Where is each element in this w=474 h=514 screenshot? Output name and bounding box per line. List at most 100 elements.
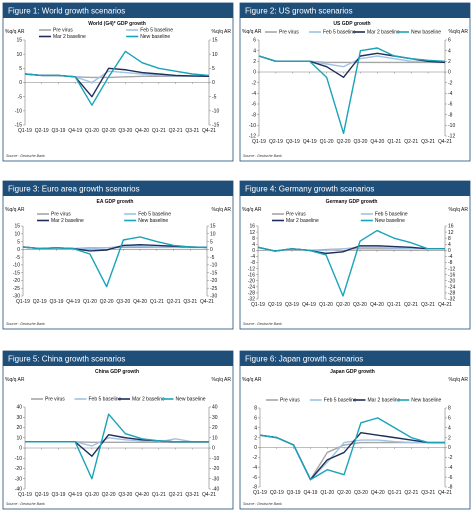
y-tick-label-left: -4 (251, 254, 256, 260)
legend-label: Mar 2 baseline (51, 218, 84, 224)
figure-header (3, 3, 233, 18)
x-tick-label: Q1-20 (320, 139, 334, 145)
x-tick-label: Q4-21 (202, 128, 216, 134)
y-tick-label-right: -32 (448, 297, 455, 303)
y-tick-label-right: 40 (212, 405, 218, 411)
y-tick-label-right: 30 (212, 415, 218, 421)
y-tick-label-left: 16 (249, 224, 255, 230)
x-tick-label: Q1-20 (319, 302, 333, 308)
legend-item: Mar 2 baseline (118, 397, 165, 403)
x-tick-label: Q3-19 (286, 139, 300, 145)
x-tick-label: Q1-20 (85, 492, 99, 498)
y-tick-label-right: -20 (210, 278, 217, 284)
figure-header (240, 181, 470, 196)
legend-item: Feb 5 baseline (74, 397, 122, 403)
x-tick-label: Q3-20 (118, 492, 132, 498)
x-tick-label: Q2-21 (169, 492, 183, 498)
y-tick-label-left: -4 (253, 465, 258, 471)
x-tick-label: Q1-19 (253, 490, 267, 496)
y-tick-label-right: 0 (212, 446, 215, 452)
legend-item: Pre virus (37, 212, 71, 218)
legend: Pre virus Feb 5 baseline Mar 2 baseline New… (266, 398, 441, 404)
x-tick-label: Q2-20 (336, 302, 350, 308)
y-tick-label-left: 6 (253, 38, 256, 44)
y-tick-label-right: -6 (448, 102, 453, 108)
legend-item: Mar 2 baseline (39, 34, 86, 40)
figure-title: Figure 5: China growth scenarios (8, 355, 125, 364)
x-tick-label: Q4-20 (133, 299, 147, 305)
y-tick-label-right: -20 (448, 278, 455, 284)
x-tick-label: Q2-19 (35, 128, 49, 134)
y-tick-label-left: 0 (252, 248, 255, 254)
x-tick-label: Q4-21 (438, 139, 452, 145)
legend-item: Pre virus (265, 30, 299, 36)
x-tick-label: Q1-19 (252, 139, 266, 145)
legend-label: Pre virus (280, 398, 300, 404)
y-tick-label-left: 40 (16, 405, 22, 411)
legend-item: Feb 5 baseline (124, 212, 171, 218)
figure-title: Figure 6: Japan growth scenarios (245, 355, 363, 364)
y-tick-label-right: 10 (212, 435, 218, 441)
y-tick-label-left: 6 (254, 416, 257, 422)
y-tick-label-right: -15 (210, 270, 217, 276)
legend-item: New baseline (397, 30, 441, 36)
legend-label: Pre virus (51, 212, 71, 218)
y-tick-label-left: -8 (253, 485, 258, 491)
legend: Pre virus Feb 5 baseline Mar 2 baseline New… (37, 212, 171, 224)
x-tick-label: Q3-20 (354, 490, 368, 496)
legend: Pre virus Feb 5 baseline Mar 2 baseline New… (265, 30, 441, 36)
y-tick-label-left: 20 (16, 425, 22, 431)
y-tick-label-left: 10 (16, 52, 22, 58)
y-tick-label-right: 6 (448, 416, 451, 422)
source-note: Source : Deutsche Bank (243, 502, 282, 506)
y-axis-label-right: %q/q AR (449, 377, 469, 383)
y-tick-label-right: -16 (448, 272, 455, 278)
y-tick-label-right: 15 (210, 224, 216, 230)
source-note: Source : Deutsche Bank (243, 154, 282, 158)
y-axis-label-left: %q/q AR (5, 377, 25, 383)
y-tick-label-right: 8 (448, 236, 451, 242)
y-tick-label-left: -5 (18, 94, 23, 100)
y-tick-label-left: -32 (248, 297, 255, 303)
y-tick-label-left: -10 (15, 456, 22, 462)
x-tick-label: Q1-21 (152, 492, 166, 498)
y-tick-label-right: -20 (212, 466, 219, 472)
y-tick-label-left: 4 (253, 48, 256, 54)
y-tick-label-left: 12 (249, 230, 255, 236)
y-tick-label-right: 4 (448, 48, 451, 54)
legend-item: Pre virus (39, 28, 73, 34)
x-tick-label: Q4-19 (66, 299, 80, 305)
y-tick-label-right: 0 (448, 70, 451, 76)
y-tick-label-left: -5 (16, 255, 21, 261)
x-tick-label: Q2-21 (404, 490, 418, 496)
y-tick-label-left: -8 (252, 112, 257, 118)
x-tick-label: Q1-20 (320, 490, 334, 496)
x-tick-label: Q2-21 (169, 128, 183, 134)
y-axis-label-left: %q/q AR (5, 29, 25, 35)
figure-title: Figure 3: Euro area growth scenarios (8, 185, 140, 194)
x-tick-label: Q4-20 (371, 490, 385, 496)
y-tick-label-left: 8 (252, 236, 255, 242)
series-line-new-baseline (259, 417, 445, 481)
y-tick-label-left: -2 (253, 455, 258, 461)
x-tick-label: Q2-21 (167, 299, 181, 305)
y-tick-label-left: 0 (253, 70, 256, 76)
y-tick-label-left: 15 (14, 224, 20, 230)
x-tick-label: Q2-19 (33, 299, 47, 305)
figure-header (3, 181, 233, 196)
legend-label: Feb 5 baseline (375, 212, 408, 218)
x-tick-label: Q1-21 (152, 128, 166, 134)
figure-header (240, 351, 470, 366)
x-tick-label: Q3-21 (421, 490, 435, 496)
legend-item: Feb 5 baseline (309, 398, 357, 404)
y-tick-label-left: 2 (253, 59, 256, 65)
y-tick-label-right: -2 (448, 455, 453, 461)
x-tick-label: Q3-20 (354, 139, 368, 145)
legend-item: Pre virus (272, 212, 306, 218)
y-tick-label-left: -30 (13, 294, 20, 300)
legend-label: Pre virus (45, 397, 65, 403)
y-tick-label-right: -2 (448, 80, 453, 86)
y-tick-label-left: -16 (248, 272, 255, 278)
y-tick-label-right: -4 (448, 254, 453, 260)
x-tick-label: Q2-20 (337, 139, 351, 145)
